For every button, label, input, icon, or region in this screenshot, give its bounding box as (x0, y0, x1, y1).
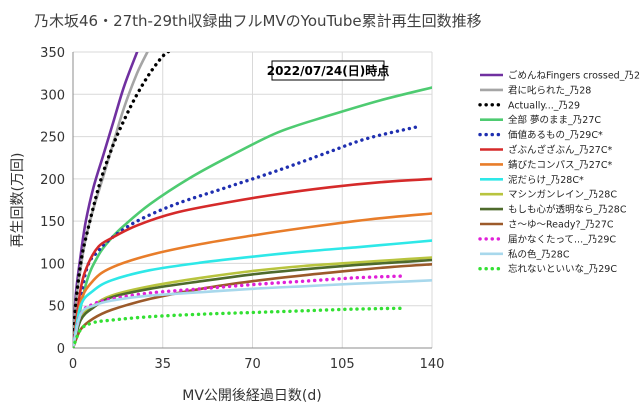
y-tick-label: 150 (40, 215, 65, 230)
x-tick-label: 140 (420, 357, 445, 372)
series-line-8 (73, 239, 432, 348)
legend-label: 錆びたコンパス_乃27C* (508, 159, 612, 171)
legend-label: 忘れないといいな_乃29C (508, 263, 617, 275)
date-annotation: 2022/07/24(日)時点 (267, 63, 390, 78)
legend-label: 泥だらけ_乃28C* (508, 174, 584, 186)
series-line-10 (73, 258, 432, 348)
series-lines (73, 52, 432, 348)
y-tick-label: 100 (40, 257, 65, 272)
legend-label: 届かなくたって..._乃29C (508, 234, 616, 245)
series-line-9 (73, 256, 432, 348)
series-line-12 (73, 274, 403, 348)
axes (72, 52, 432, 349)
y-tick-label: 200 (40, 173, 65, 188)
x-tick-label: 70 (244, 357, 261, 372)
series-line-13 (73, 279, 432, 348)
y-tick-label: 250 (40, 131, 65, 146)
x-axis-label: MV公開後経過日数(d) (182, 388, 321, 404)
series-line-11 (73, 263, 432, 348)
legend-label: マシンガンレイン_乃28C (508, 190, 617, 201)
y-tick-label: 350 (40, 46, 65, 61)
legend-label: さ～ゆ～Ready?_乃27C (508, 220, 614, 231)
series-line-7 (73, 212, 432, 348)
x-tick-label: 0 (69, 357, 77, 372)
date-annotation-box (271, 60, 385, 81)
y-tick-label: 300 (40, 88, 65, 103)
tick-labels: 0 50 100 150 200 250 300 350 0 35 70 105 140 (40, 46, 444, 372)
series-line-1 (73, 52, 139, 348)
grid-lines (73, 51, 433, 348)
series-line-14 (73, 306, 403, 348)
legend-label: もしも心が透明なら_乃28C (508, 204, 627, 216)
legend-label: Actually..._乃29 (508, 100, 580, 111)
legend-label: ごめんねFingers crossed_乃27 (508, 70, 640, 82)
legend-label: 全部 夢のまま_乃27C (508, 114, 601, 126)
series-line-4 (73, 86, 432, 348)
legend: ごめんねFingers crossed_乃27 君に叱られた_乃28 Actuall… (478, 70, 640, 275)
x-tick-label: 105 (330, 357, 355, 372)
chart-title: 乃木坂46・27th-29th収録曲フルMVのYouTube累計再生回数推移 (34, 12, 482, 30)
legend-label: 私の色_乃28C (508, 248, 570, 260)
series-line-5 (73, 124, 421, 348)
y-tick-label: 0 (57, 342, 65, 357)
legend-label: 価値あるもの_乃29C* (508, 129, 603, 141)
legend-label: 君に叱られた_乃28 (508, 85, 591, 96)
series-line-6 (73, 177, 432, 348)
x-tick-label: 35 (154, 357, 171, 372)
series-line-3 (73, 52, 171, 348)
legend-label: ざぶんざざぶん_乃27C* (508, 144, 612, 156)
y-tick-label: 50 (48, 300, 65, 315)
y-axis-label: 再生回数(万回) (10, 153, 26, 248)
